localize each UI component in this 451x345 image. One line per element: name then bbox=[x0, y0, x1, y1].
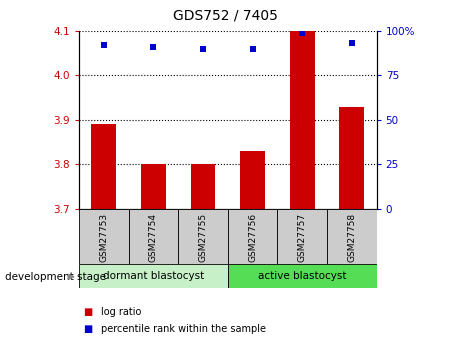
Text: GSM27753: GSM27753 bbox=[99, 213, 108, 262]
Text: GSM27758: GSM27758 bbox=[347, 213, 356, 262]
Bar bbox=[228, 264, 377, 288]
Bar bbox=[79, 264, 228, 288]
Bar bbox=[141, 164, 166, 209]
Bar bbox=[79, 209, 129, 264]
Point bbox=[150, 44, 157, 50]
Point bbox=[348, 41, 355, 46]
Point bbox=[249, 46, 256, 51]
Text: ■: ■ bbox=[83, 307, 93, 317]
Bar bbox=[129, 209, 178, 264]
Text: GSM27754: GSM27754 bbox=[149, 213, 158, 262]
Point bbox=[100, 42, 107, 48]
Bar bbox=[190, 164, 215, 209]
Bar bbox=[228, 209, 277, 264]
Point bbox=[299, 30, 306, 36]
Bar bbox=[178, 209, 228, 264]
Text: log ratio: log ratio bbox=[101, 307, 142, 317]
Text: dormant blastocyst: dormant blastocyst bbox=[103, 271, 204, 281]
Bar bbox=[339, 107, 364, 209]
Point bbox=[199, 46, 207, 51]
Text: GSM27757: GSM27757 bbox=[298, 213, 307, 262]
Text: GDS752 / 7405: GDS752 / 7405 bbox=[173, 9, 278, 23]
Bar bbox=[240, 151, 265, 209]
Text: percentile rank within the sample: percentile rank within the sample bbox=[101, 325, 267, 334]
Text: active blastocyst: active blastocyst bbox=[258, 271, 346, 281]
Bar bbox=[327, 209, 377, 264]
Text: development stage: development stage bbox=[5, 272, 106, 282]
Text: GSM27756: GSM27756 bbox=[248, 213, 257, 262]
Text: GSM27755: GSM27755 bbox=[198, 213, 207, 262]
Bar bbox=[277, 209, 327, 264]
Bar bbox=[290, 31, 314, 209]
Text: ■: ■ bbox=[83, 325, 93, 334]
Bar bbox=[91, 124, 116, 209]
